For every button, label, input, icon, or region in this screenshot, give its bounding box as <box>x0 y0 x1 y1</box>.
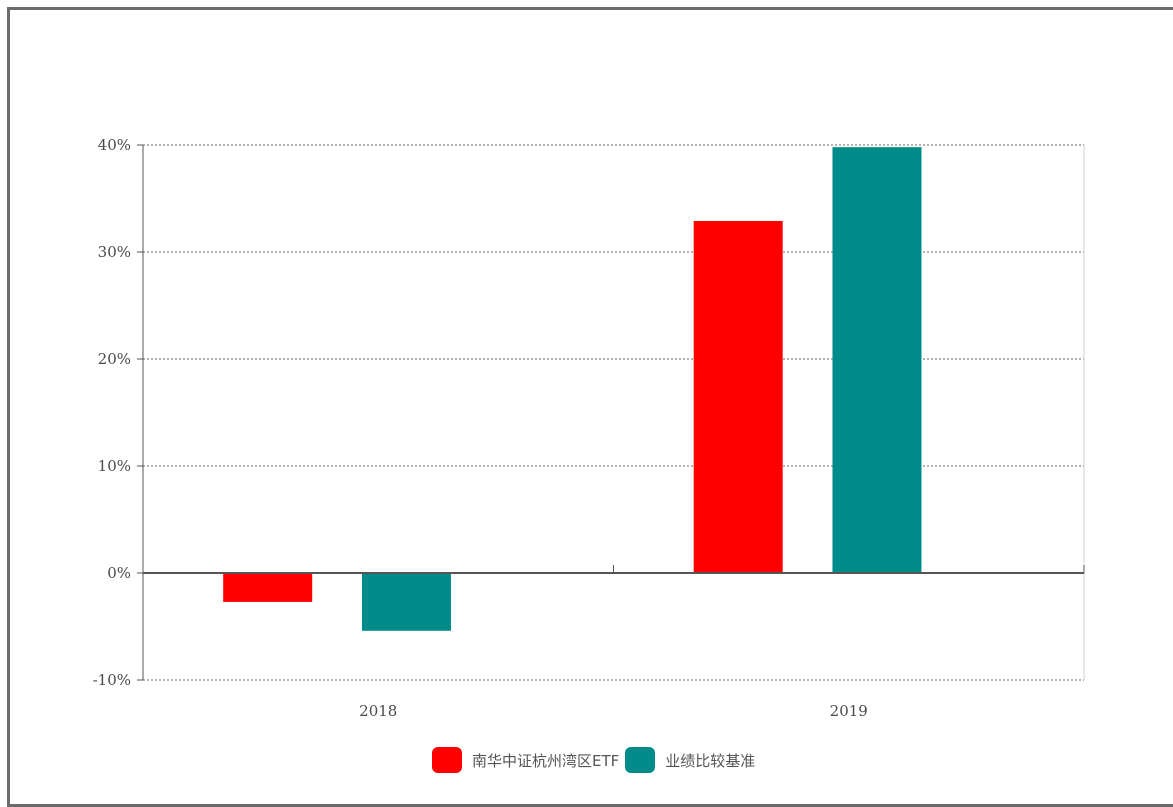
legend-label-fund: 南华中证杭州湾区ETF <box>472 751 620 770</box>
axes <box>137 144 1085 681</box>
legend-item-fund: 南华中证杭州湾区ETF <box>432 747 619 773</box>
chart-frame <box>7 7 1173 807</box>
legend: 南华中证杭州湾区ETF 业绩比较基准 <box>432 745 761 775</box>
y-tick-label: 10% <box>98 457 131 475</box>
grid-lines <box>143 144 1084 681</box>
x-tick-labels: 2018 2019 <box>359 702 868 720</box>
bar-fund-2019 <box>693 220 783 573</box>
legend-swatch-benchmark <box>625 747 656 773</box>
y-tick-label: 20% <box>98 350 131 368</box>
bar-benchmark-2018 <box>361 573 451 631</box>
y-tick-label: 0% <box>107 564 131 582</box>
legend-label-benchmark: 业绩比较基准 <box>665 751 756 770</box>
legend-swatch-fund <box>432 747 462 773</box>
bars <box>223 147 922 631</box>
y-tick-label: -10% <box>93 671 131 689</box>
x-tick-label: 2018 <box>359 702 397 720</box>
y-tick-labels: -10% 0% 10% 20% 30% 40% <box>93 136 131 689</box>
y-tick-label: 40% <box>98 136 131 154</box>
bar-benchmark-2019 <box>832 147 922 573</box>
bar-fund-2018 <box>223 573 313 602</box>
bar-chart: -10% 0% 10% 20% 30% 40% 2018 2019 <box>93 136 1085 720</box>
x-tick-label: 2019 <box>830 702 868 720</box>
y-tick-label: 30% <box>98 243 131 261</box>
legend-item-benchmark: 业绩比较基准 <box>625 747 755 773</box>
